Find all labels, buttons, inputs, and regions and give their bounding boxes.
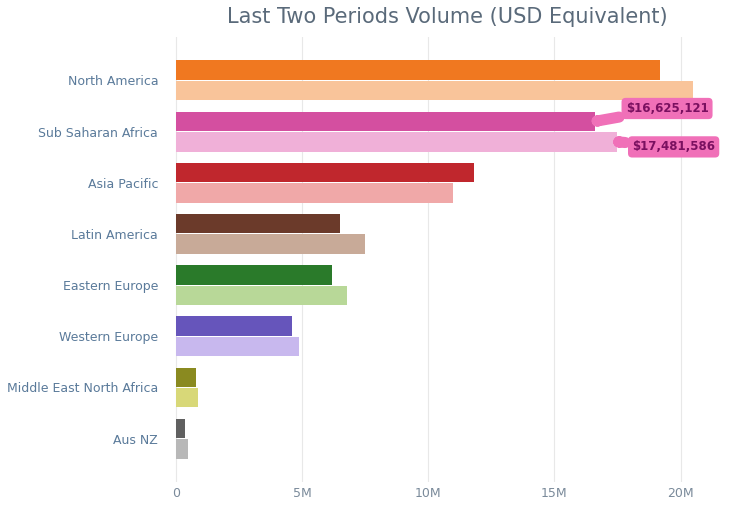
Bar	[176, 132, 617, 152]
Bar	[176, 183, 453, 203]
Text: $17,481,586: $17,481,586	[619, 140, 715, 154]
Title: Last Two Periods Volume (USD Equivalent): Last Two Periods Volume (USD Equivalent)	[227, 7, 667, 27]
Bar	[176, 439, 187, 459]
Bar	[176, 368, 196, 387]
Bar	[176, 337, 300, 356]
Bar	[176, 163, 474, 182]
Bar	[176, 234, 365, 254]
Bar	[176, 265, 332, 284]
Bar	[176, 81, 693, 100]
Bar	[176, 60, 661, 80]
Bar	[176, 419, 185, 438]
Bar	[176, 214, 339, 233]
Bar	[176, 285, 348, 305]
Bar	[176, 316, 292, 336]
Bar	[176, 112, 596, 131]
Bar	[176, 388, 199, 408]
Text: $16,625,121: $16,625,121	[597, 102, 708, 121]
